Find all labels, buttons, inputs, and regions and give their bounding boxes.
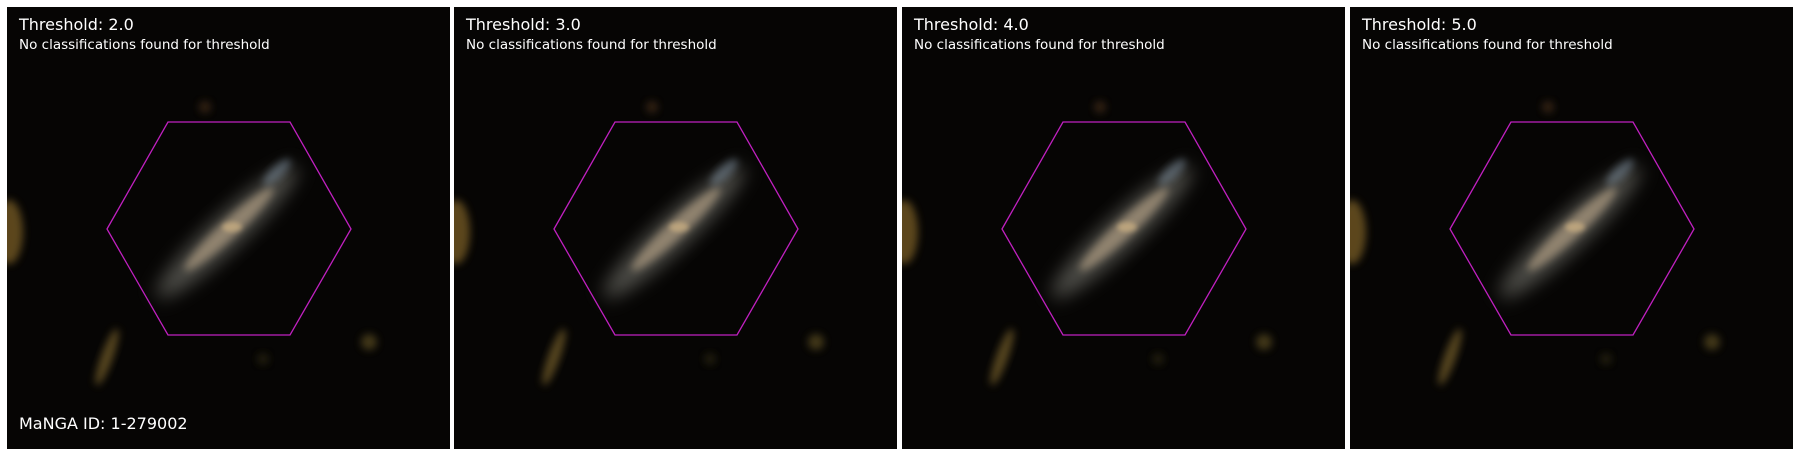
galaxy-image bbox=[7, 7, 450, 449]
galaxy-image bbox=[902, 7, 1345, 449]
manga-id-label: MaNGA ID: 1-279002 bbox=[19, 414, 188, 433]
galaxy-image bbox=[1350, 7, 1793, 449]
image-panel: Threshold: 2.0 No classifications found … bbox=[7, 7, 450, 449]
threshold-label: Threshold: 3.0 bbox=[466, 15, 581, 34]
no-classifications-message: No classifications found for threshold bbox=[19, 37, 270, 53]
hexagon-footprint-icon bbox=[106, 121, 352, 336]
image-panel: Threshold: 5.0 No classifications found … bbox=[1350, 7, 1793, 449]
no-classifications-message: No classifications found for threshold bbox=[1362, 37, 1613, 53]
threshold-label: Threshold: 5.0 bbox=[1362, 15, 1477, 34]
no-classifications-message: No classifications found for threshold bbox=[466, 37, 717, 53]
image-panel: Threshold: 3.0 No classifications found … bbox=[454, 7, 897, 449]
no-classifications-message: No classifications found for threshold bbox=[914, 37, 1165, 53]
hexagon-footprint-icon bbox=[553, 121, 799, 336]
hexagon-footprint-icon bbox=[1001, 121, 1247, 336]
threshold-label: Threshold: 2.0 bbox=[19, 15, 134, 34]
image-panel: Threshold: 4.0 No classifications found … bbox=[902, 7, 1345, 449]
hexagon-footprint-icon bbox=[1449, 121, 1695, 336]
galaxy-image bbox=[454, 7, 897, 449]
threshold-label: Threshold: 4.0 bbox=[914, 15, 1029, 34]
